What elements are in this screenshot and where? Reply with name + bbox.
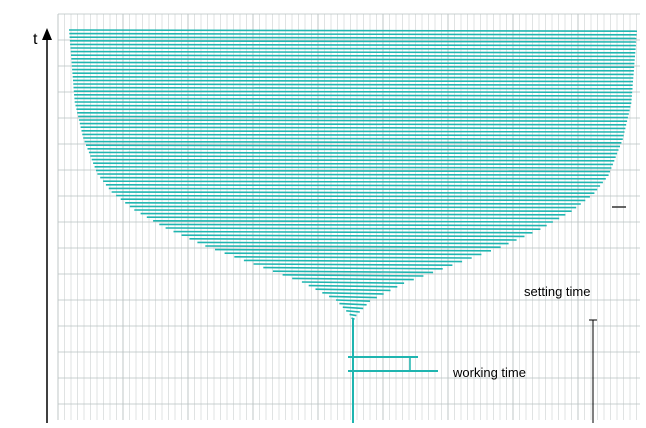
trace-sweep-line xyxy=(214,248,492,252)
trace-sweep-line xyxy=(71,65,635,68)
trace-sweep-line xyxy=(83,137,623,140)
trace-sweep-line xyxy=(72,79,634,83)
trace-sweep-line xyxy=(93,162,613,166)
trace-sweep-line xyxy=(301,281,405,284)
trace-sweep-line xyxy=(82,133,624,137)
trace-sweep-line xyxy=(79,122,627,126)
trace-sweep-line xyxy=(159,223,547,227)
trace-sweep-line xyxy=(120,198,586,202)
trace-sweep-line xyxy=(71,58,635,61)
trace-sweep-line xyxy=(74,101,632,104)
trace-sweep-line xyxy=(69,36,637,40)
trace-sweep-line xyxy=(80,126,626,130)
trace-sweep-line xyxy=(105,184,601,187)
trace-sweep-line xyxy=(146,216,560,220)
trace-sweep-line xyxy=(75,104,631,108)
trace-sweep-line xyxy=(197,241,509,245)
trace-sweep-line xyxy=(70,54,636,58)
trace-sweep-line xyxy=(74,97,632,101)
trace-sweep-line xyxy=(73,83,633,86)
trace-sweep-line xyxy=(69,40,637,43)
setting-time-label: setting time xyxy=(524,284,590,299)
trace-sweep-line xyxy=(68,29,638,32)
trace-sweep-line xyxy=(329,295,377,299)
trace-sweep-line xyxy=(282,274,424,277)
trace-sweep-line xyxy=(73,86,633,90)
trace-sweep-line xyxy=(342,306,364,310)
trace-sweep-line xyxy=(339,302,367,306)
trace-sweep-line xyxy=(243,259,463,263)
trace-sweep-line xyxy=(100,176,606,180)
trace-sweep-line xyxy=(72,76,634,79)
trace-sweep-line xyxy=(108,187,598,191)
trace-sweep-line xyxy=(116,194,590,198)
working-time-label: working time xyxy=(452,365,526,380)
trace-sweep-line xyxy=(125,202,581,205)
trace-sweep-line xyxy=(71,61,635,65)
trace-sweep-line xyxy=(129,205,577,209)
y-axis-arrow xyxy=(42,28,52,40)
trace-sweep-line xyxy=(224,252,482,256)
trace-sweep-line xyxy=(234,255,472,259)
trace-sweep-line xyxy=(189,238,517,241)
trace-sweep-line xyxy=(78,115,628,119)
trace-sweep-line xyxy=(173,230,533,234)
trace-sweep-line xyxy=(205,245,501,248)
trace-sweep-line xyxy=(81,130,625,133)
trace-sweep-line xyxy=(165,227,541,230)
trace-sweep-line xyxy=(70,50,636,54)
trace-sweep-line xyxy=(84,140,622,144)
trace-sweep-line xyxy=(315,288,391,292)
trace-sweep-line xyxy=(181,234,525,238)
trace-sweep-line xyxy=(103,180,603,184)
y-axis-label: t xyxy=(33,31,38,48)
trace-sweep-line xyxy=(322,292,384,295)
trace-sweep-line xyxy=(78,119,628,122)
trace-sweep-line xyxy=(72,72,634,76)
trace-sweep-line xyxy=(263,266,443,270)
trace-sweep-line xyxy=(85,144,621,148)
trace-sweep-line xyxy=(74,94,632,97)
trace-sweep-line xyxy=(87,148,619,151)
trace-sweep-line xyxy=(76,108,630,112)
trace-sweep-line xyxy=(70,43,636,47)
trace-sweep-line xyxy=(111,191,595,194)
trace-sweep-line xyxy=(91,158,615,162)
trace-sweep-line xyxy=(88,151,618,155)
trace-sweep-line xyxy=(94,166,612,169)
trace-sweep-line xyxy=(77,112,629,115)
trace-sweep-line xyxy=(90,155,616,158)
trace-sweep-line xyxy=(140,212,566,216)
axes: t xyxy=(33,28,52,423)
trace xyxy=(68,29,638,423)
trace-sweep-line xyxy=(335,299,371,302)
trace-sweep-line xyxy=(95,169,611,173)
trace-sweep-line xyxy=(292,277,414,281)
trace-sweep-line xyxy=(70,47,636,50)
trace-sweep-line xyxy=(72,68,634,72)
trace-sweep-line xyxy=(97,173,609,176)
annotations: setting time working time xyxy=(348,206,626,423)
trace-sweep-line xyxy=(73,90,633,94)
trace-sweep-line xyxy=(134,209,572,212)
trace-sweep-line xyxy=(272,270,434,274)
trace-sweep-line xyxy=(308,284,398,288)
trace-sweep-line xyxy=(69,32,637,36)
trace-sweep-line xyxy=(153,220,553,223)
working-time-marker xyxy=(348,356,438,372)
trace-sweep-line xyxy=(253,263,453,266)
trace-sweep-line xyxy=(346,310,360,313)
trace-sweep-line xyxy=(349,313,357,317)
